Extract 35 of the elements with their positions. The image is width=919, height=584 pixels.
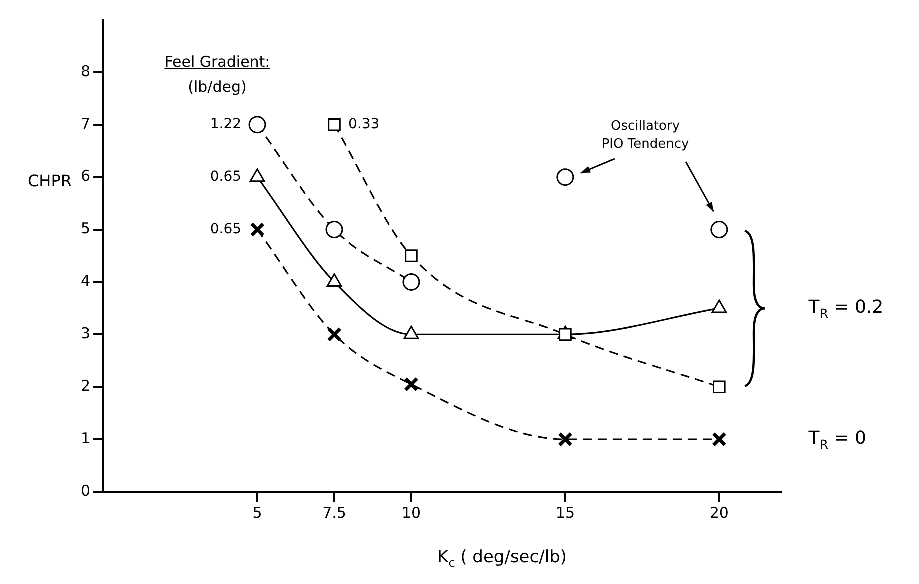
point (328, 118, 341, 132)
point (713, 380, 726, 394)
point (404, 377, 419, 392)
y-tick-label: 8 (80, 62, 91, 80)
point (556, 168, 574, 186)
series-label: 0.65 (210, 168, 242, 185)
y-axis-title: CHPR (28, 172, 72, 191)
point (327, 327, 342, 342)
x-tick-label: 7.5 (322, 504, 346, 522)
point (710, 221, 728, 239)
y-tick-label: 7 (80, 114, 91, 133)
point (326, 221, 344, 239)
point (402, 273, 420, 291)
point (712, 432, 727, 447)
x-tick-label: 15 (556, 504, 575, 522)
y-tick-label: 2 (80, 377, 91, 395)
point (405, 250, 418, 262)
x-tick-label: 5 (252, 504, 262, 522)
y-tick-label: 5 (80, 220, 91, 238)
series-label: 0.33 (348, 116, 380, 133)
y-tick-label: 6 (80, 167, 91, 186)
annotation: Oscillatory PIO Tendency (602, 118, 690, 152)
legend-title: Feel Gradient: (164, 52, 270, 71)
y-tick-label: 4 (80, 272, 91, 290)
y-tick-label: 1 (80, 429, 91, 448)
series-label: 0.65 (210, 221, 242, 238)
point (250, 222, 265, 238)
point (558, 432, 573, 447)
point (248, 116, 266, 134)
x-tick-label: 10 (402, 504, 422, 522)
y-tick-label: 0 (80, 482, 91, 500)
annotation: (lb/deg) (188, 78, 247, 96)
x-tick-label: 20 (710, 504, 729, 522)
series-label: 1.22 (210, 116, 242, 133)
y-tick-label: 3 (80, 324, 91, 343)
